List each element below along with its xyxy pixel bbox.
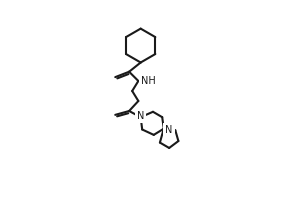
- Text: NH: NH: [141, 76, 156, 86]
- Text: N: N: [165, 125, 173, 135]
- Text: N: N: [137, 111, 144, 121]
